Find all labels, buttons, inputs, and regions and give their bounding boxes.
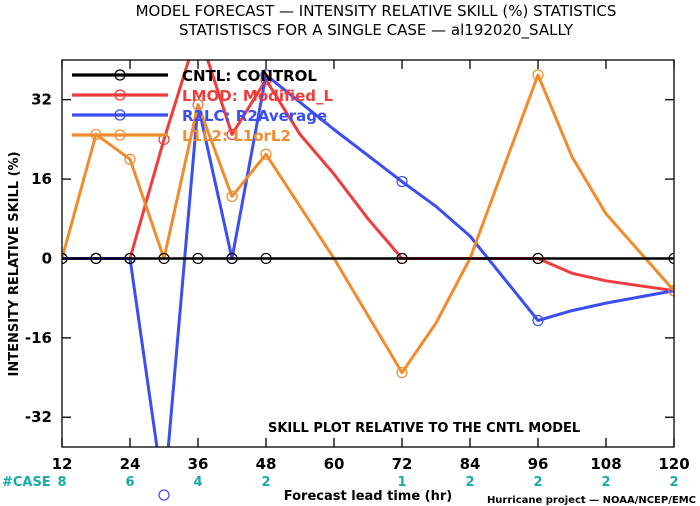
case-count: 2 — [261, 475, 270, 490]
data-point-cntl — [532, 252, 544, 265]
y-tick-label: 16 — [31, 170, 52, 188]
y-tick-label: 32 — [31, 91, 52, 109]
x-tick-label: 96 — [528, 455, 549, 473]
legend-marker-l1l2 — [114, 129, 126, 141]
legend-marker-cntl — [114, 69, 126, 81]
case-count: 2 — [533, 475, 542, 490]
legend-label-r2lc: R2LC: R2Average — [182, 107, 327, 125]
x-tick-label: 120 — [658, 455, 689, 473]
data-point-r2lc — [260, 69, 272, 81]
legend: CNTL: CONTROL LMOD: Modified_L R2LC: R2Ave… — [72, 67, 334, 145]
case-count: 2 — [669, 475, 678, 490]
data-point-cntl — [226, 252, 238, 265]
legend-label-lmod: LMOD: Modified_L — [182, 87, 334, 105]
x-tick-label: 84 — [460, 455, 481, 473]
y-axis-label: INTENSITY RELATIVE SKILL (%) — [7, 151, 22, 376]
data-point-l1l2 — [260, 148, 272, 160]
series-line-l1l2 — [62, 73, 674, 375]
case-count: 2 — [601, 475, 610, 490]
y-tick-label: 0 — [42, 249, 52, 267]
legend-label-l1l2: L1L2: L1orL2 — [182, 127, 291, 145]
data-point-cntl — [260, 252, 272, 265]
case-count: 6 — [125, 475, 134, 490]
legend-marker-lmod — [114, 89, 126, 101]
chart-subtitle: STATISTISCS FOR A SINGLE CASE — al192020… — [179, 21, 574, 40]
legend-marker-r2lc — [114, 109, 126, 121]
plot-frame — [61, 59, 675, 448]
case-label: #CASE — [2, 475, 51, 490]
data-point-cntl — [192, 252, 204, 265]
x-tick-label: 24 — [120, 455, 141, 473]
data-point-l1l2 — [532, 69, 544, 81]
data-point-cntl — [158, 252, 170, 265]
data-point-r2lc — [396, 175, 408, 188]
stray-marker — [158, 489, 170, 501]
chart-title: MODEL FORECAST — INTENSITY RELATIVE SKIL… — [136, 2, 617, 20]
skill-annotation: SKILL PLOT RELATIVE TO THE CNTL MODEL — [268, 421, 580, 436]
x-tick-label: 48 — [256, 455, 277, 473]
series-line-lmod — [62, 60, 674, 293]
data-point-l1l2 — [396, 366, 408, 379]
x-tick-label: 72 — [392, 455, 413, 473]
x-axis-label: Forecast lead time (hr) — [284, 489, 452, 504]
case-count: 8 — [57, 475, 66, 490]
data-point-cntl — [90, 252, 102, 265]
y-tick-label: -32 — [25, 408, 52, 426]
y-tick-label: -16 — [25, 329, 52, 347]
x-tick-label: 108 — [590, 455, 621, 473]
case-count: 1 — [397, 475, 406, 490]
case-count: 2 — [465, 475, 474, 490]
x-tick-label: 60 — [324, 455, 345, 473]
data-point-lmod — [226, 128, 238, 141]
data-point-cntl — [396, 252, 408, 265]
data-point-l1l2 — [668, 285, 674, 297]
series-line-r2lc — [62, 73, 674, 447]
x-tick-label: 36 — [188, 455, 209, 473]
case-count: 4 — [193, 475, 202, 490]
data-point-cntl — [124, 252, 136, 265]
legend-label-cntl: CNTL: CONTROL — [182, 67, 317, 85]
data-point-l1l2 — [226, 190, 238, 203]
credit-text: Hurricane project — NOAA/NCEP/EMC — [487, 495, 696, 506]
plot-content — [62, 60, 674, 447]
data-point-l1l2 — [192, 99, 204, 111]
data-point-lmod — [260, 74, 272, 86]
data-point-r2lc — [532, 314, 544, 327]
x-tick-label: 12 — [52, 455, 73, 473]
data-point-l1l2 — [124, 153, 136, 165]
